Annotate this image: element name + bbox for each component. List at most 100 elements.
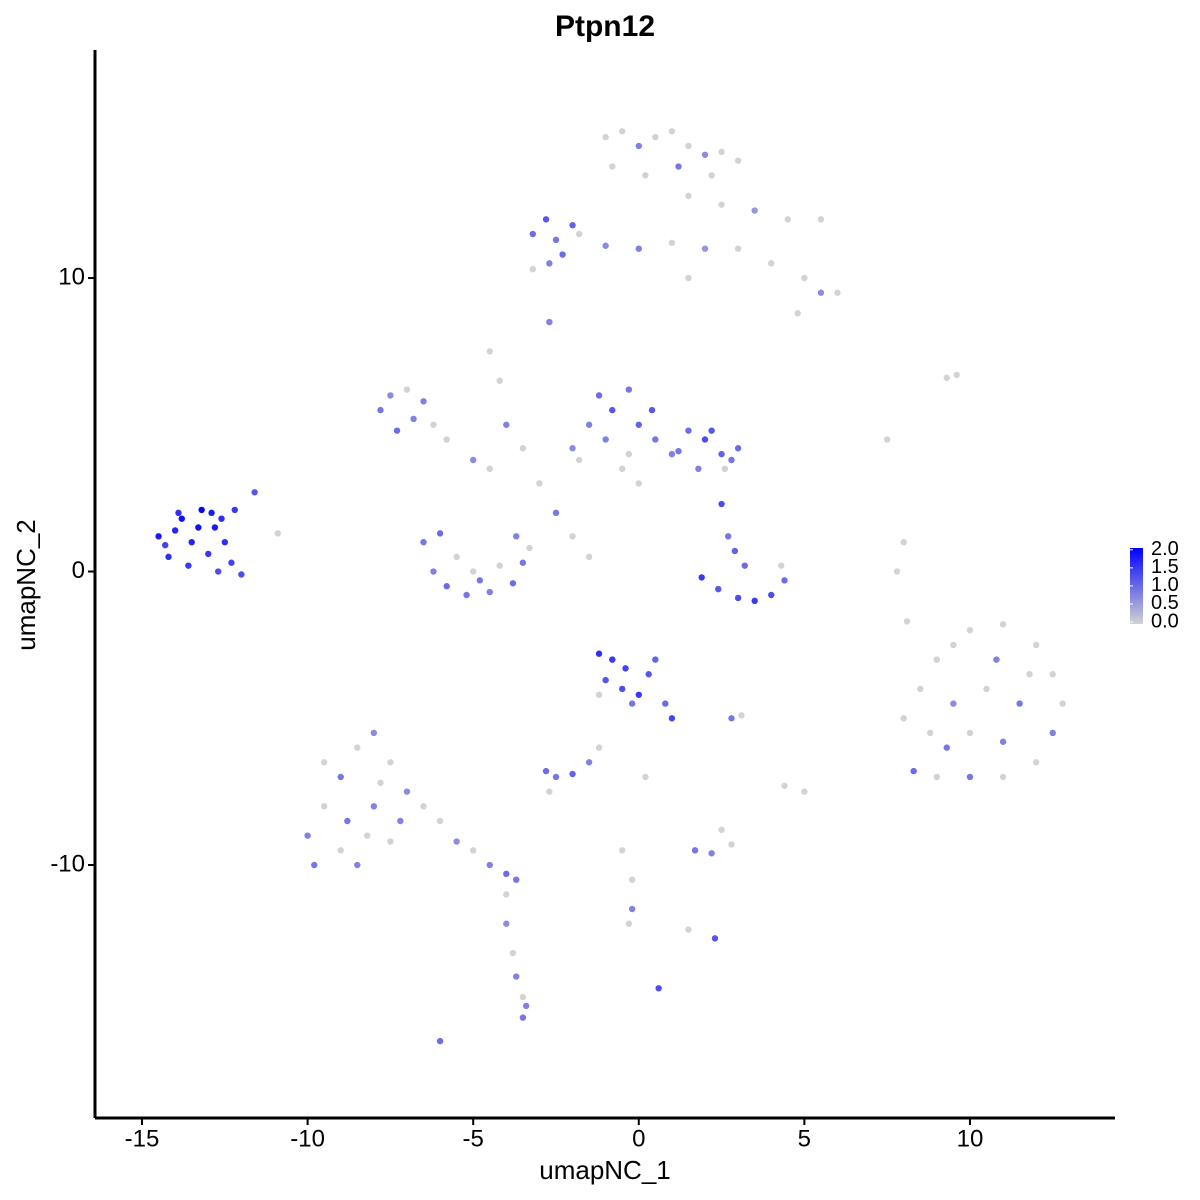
cell-point [595, 392, 603, 399]
cell-point [728, 841, 735, 848]
cell-point [794, 310, 801, 317]
cell-point [893, 568, 901, 575]
x-tick-label: 0 [632, 1125, 645, 1152]
cell-point [645, 671, 652, 678]
color-tick-label: 0.5 [1151, 592, 1179, 614]
cell-point [724, 533, 732, 540]
cell-point [403, 788, 411, 795]
cell-point [698, 574, 705, 581]
cell-point [718, 148, 725, 156]
cell-point [519, 1014, 527, 1021]
cell-point [195, 524, 202, 531]
cell-point [522, 1002, 530, 1010]
cell-point [519, 445, 527, 452]
cell-point [218, 515, 225, 522]
cell-point [503, 920, 510, 927]
cell-point [1032, 641, 1040, 649]
cell-point [575, 456, 583, 464]
cell-point [728, 456, 735, 464]
cell-point [175, 509, 182, 517]
cell-point [453, 553, 460, 561]
cell-point [453, 838, 460, 845]
cell-point [668, 239, 676, 247]
cell-point [801, 788, 808, 795]
cell-point [304, 832, 311, 839]
cell-point [403, 386, 411, 393]
cell-point [685, 926, 692, 933]
cell-point [503, 870, 510, 878]
cell-point [575, 230, 583, 238]
cell-point [751, 207, 758, 214]
color-tick-label: 1.5 [1151, 556, 1179, 578]
cell-point [546, 788, 553, 795]
cell-point [701, 436, 709, 443]
cell-point [469, 568, 477, 575]
chart-title: Ptpn12 [555, 10, 655, 43]
cell-point [953, 371, 960, 379]
cell-point [751, 597, 758, 605]
cell-point [602, 242, 609, 249]
cell-point [208, 509, 215, 517]
cell-point [668, 128, 676, 135]
cell-point [486, 588, 493, 596]
cell-point [251, 489, 258, 496]
x-tick-label: -15 [125, 1125, 160, 1152]
cell-point [999, 621, 1007, 628]
cell-point [354, 744, 361, 751]
cell-point [387, 838, 394, 845]
cell-point [619, 128, 626, 135]
cell-point [165, 553, 172, 561]
cell-point [337, 847, 344, 854]
cell-point [344, 817, 351, 825]
cell-point [463, 591, 470, 599]
cell-point [526, 544, 533, 552]
cell-point [711, 935, 719, 942]
color-tick-label: 2.0 [1151, 538, 1179, 560]
cell-point [370, 729, 378, 737]
y-tick-label: 10 [58, 263, 85, 290]
cell-point [781, 577, 788, 584]
cell-point [691, 847, 699, 854]
cell-point [178, 515, 185, 522]
cell-point [718, 500, 725, 508]
x-tick-label: -5 [463, 1125, 484, 1152]
cell-point [662, 700, 669, 707]
cell-point [529, 266, 537, 273]
cell-point [420, 803, 427, 810]
cell-point [903, 618, 911, 625]
cell-point [486, 348, 493, 355]
cell-point [718, 201, 725, 208]
cell-point [320, 759, 328, 766]
cell-point [162, 541, 169, 549]
cell-point [648, 406, 656, 414]
cell-point [519, 993, 527, 1001]
cell-point [817, 216, 825, 223]
cell-point [569, 533, 576, 540]
cell-point [655, 985, 662, 992]
cell-point [933, 773, 941, 781]
cell-point [595, 691, 603, 698]
x-tick-label: -10 [290, 1125, 325, 1152]
cell-point [496, 562, 503, 569]
cell-point [188, 538, 195, 546]
cell-point [397, 817, 404, 825]
cell-point [609, 656, 616, 663]
cell-point [731, 547, 739, 555]
cell-point [635, 421, 642, 428]
cell-point [642, 172, 649, 179]
cell-point [559, 251, 566, 258]
cell-point [734, 594, 742, 602]
cell-point [509, 580, 517, 587]
cell-point [228, 559, 235, 566]
cell-point [927, 729, 934, 737]
cell-point [529, 230, 537, 238]
cell-point [625, 920, 633, 927]
cell-point [238, 571, 245, 578]
x-axis-label: umapNC_1 [539, 1155, 671, 1185]
cell-point [625, 450, 633, 458]
cell-point [834, 289, 841, 296]
cell-point [999, 738, 1007, 745]
y-axis-label: umapNC_2 [11, 519, 41, 651]
cell-point [377, 406, 384, 414]
cell-point [768, 591, 775, 599]
